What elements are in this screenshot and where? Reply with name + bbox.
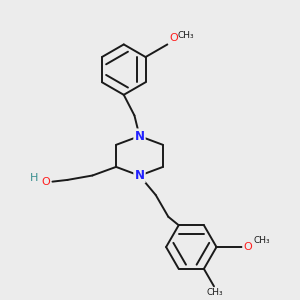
Text: O: O	[169, 33, 178, 43]
Text: O: O	[41, 177, 50, 187]
Text: H: H	[30, 173, 38, 183]
Text: O: O	[243, 242, 252, 252]
Text: N: N	[134, 130, 145, 142]
Text: CH₃: CH₃	[177, 31, 194, 40]
Text: CH₃: CH₃	[206, 288, 223, 297]
Text: N: N	[134, 169, 145, 182]
Text: CH₃: CH₃	[254, 236, 270, 245]
